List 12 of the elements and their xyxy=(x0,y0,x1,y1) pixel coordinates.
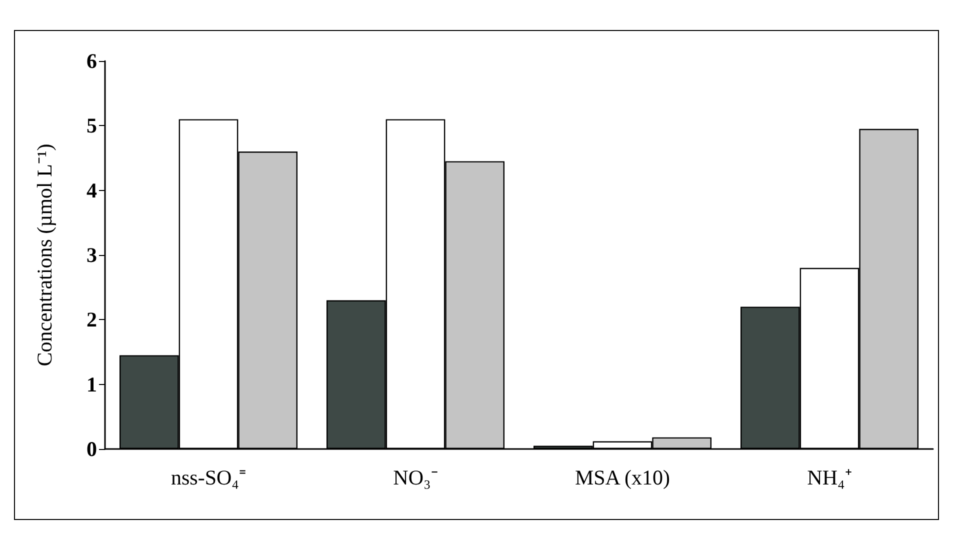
x-tick-label: NH₄⁺ xyxy=(807,466,852,490)
y-axis-title: Concentrations (µmol L⁻¹) xyxy=(32,144,56,366)
y-tick-label: 2 xyxy=(86,308,97,332)
x-tick-label: NO₃⁻ xyxy=(393,466,438,490)
x-tick-label: MSA (x10) xyxy=(574,466,670,490)
y-tick-label: 4 xyxy=(86,178,98,202)
y-tick-label: 6 xyxy=(86,49,97,73)
y-tick-label: 1 xyxy=(86,372,97,396)
x-tick-label: nss-SO₄⁼ xyxy=(170,466,246,490)
y-tick-label: 0 xyxy=(86,437,97,461)
y-tick-label: 3 xyxy=(86,243,97,267)
y-tick-label: 5 xyxy=(86,114,97,138)
